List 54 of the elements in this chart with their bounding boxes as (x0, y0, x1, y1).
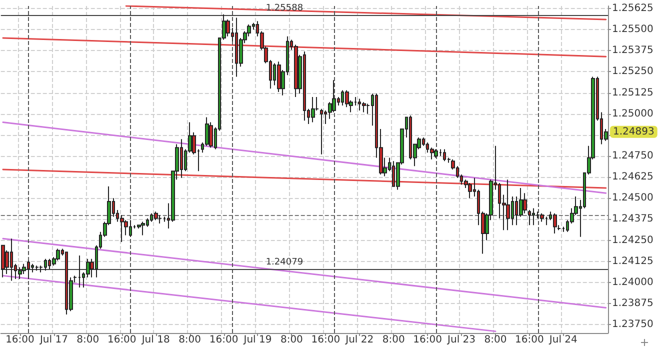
candlestick (434, 148, 438, 158)
y-tick-label: 1.25375 (612, 45, 654, 56)
candlestick (1, 244, 5, 278)
candlestick (154, 211, 158, 221)
x-tick-label: Jul 23 (446, 334, 476, 346)
text: 1.24893 (613, 126, 654, 138)
candlestick (56, 248, 60, 262)
y-tick-label: 1.24125 (612, 256, 654, 267)
x-tick-label: Jul 18 (140, 334, 170, 346)
candlestick (553, 212, 557, 234)
candlestick (468, 182, 472, 199)
candlestick (18, 266, 22, 280)
y-tick-label: 1.24000 (612, 276, 654, 288)
candlestick (362, 102, 366, 113)
x-tick-label: 16:00 (413, 334, 442, 346)
x-tick-label: 8:00 (382, 334, 405, 346)
candlestick (320, 108, 323, 155)
candlestick (311, 96, 315, 123)
candlestick (540, 212, 544, 222)
y-tick-label: 1.25125 (612, 87, 654, 98)
candlestick (35, 265, 39, 272)
candlestick (506, 179, 510, 231)
ref-line-label: 1.24079 (266, 258, 304, 268)
y-tick-label: 1.24625 (612, 172, 654, 183)
x-tick-label: 8:00 (76, 334, 100, 346)
x-tick-label: Jul 24 (548, 334, 578, 346)
y-tick-label: 1.25250 (612, 66, 654, 78)
x-tick-label: 8:00 (178, 334, 202, 346)
candlestick (158, 214, 162, 224)
x-tick-label: 16:00 (209, 334, 238, 346)
x-tick-label: 16:00 (6, 334, 34, 346)
x-tick-label: 16:00 (515, 334, 544, 346)
y-tick-label: 1.24375 (612, 214, 654, 225)
y-tick-label: 1.25625 (612, 3, 654, 14)
candlestick (277, 61, 281, 92)
candlestick (528, 209, 531, 226)
x-tick-label: 16:00 (311, 334, 340, 346)
y-tick-label: 1.24750 (612, 150, 654, 162)
candlestick (141, 221, 145, 236)
y-tick-label: 1.23750 (612, 319, 654, 330)
candlestick (22, 263, 26, 275)
x-tick-label: Jul 22 (344, 334, 374, 346)
x-tick-label: 8:00 (280, 334, 303, 346)
x-tick-label: Jul 17 (38, 334, 68, 346)
y-tick-label: 1.24250 (612, 234, 654, 246)
candlestick (78, 254, 81, 288)
y-tick-label: 1.23875 (612, 298, 654, 310)
candlestick (345, 90, 349, 108)
y-tick-label: 1.24500 (612, 192, 654, 204)
y-tick-label: 1.25500 (612, 24, 654, 36)
y-tick-label: 1.25000 (612, 108, 654, 120)
x-tick-label: Jul 19 (242, 334, 272, 346)
x-tick-label: 16:00 (107, 334, 136, 346)
x-tick-label: 8:00 (484, 334, 507, 346)
